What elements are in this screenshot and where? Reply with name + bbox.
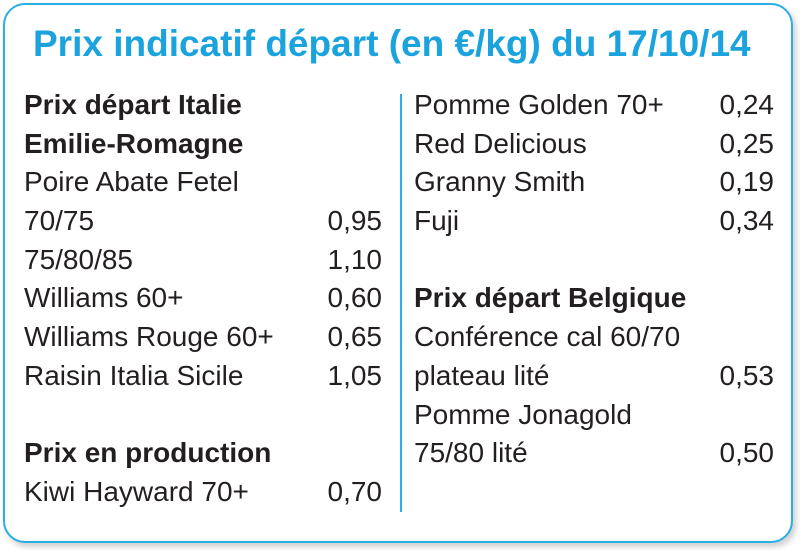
price-row: Pomme Golden 70+ 0,24 <box>414 86 774 125</box>
panel-title: Prix indicatif départ (en €/kg) du 17/10… <box>33 23 751 64</box>
price-value: 0,53 <box>719 359 775 391</box>
price-value: 1,05 <box>327 359 383 391</box>
price-label: 75/80 lité <box>414 437 528 469</box>
price-row: 70/75 0,95 <box>24 202 382 241</box>
price-label: Williams 60+ <box>24 282 184 314</box>
price-row: 75/80/85 1,10 <box>24 241 382 280</box>
section-heading-production: Prix en production <box>24 437 272 469</box>
price-value: 0,95 <box>327 205 383 237</box>
price-label: Kiwi Hayward 70+ <box>24 475 249 507</box>
price-row: plateau lité 0,53 <box>414 357 774 396</box>
product-label-poire: Poire Abate Fetel <box>24 166 239 198</box>
price-panel: Prix indicatif départ (en €/kg) du 17/10… <box>3 3 793 543</box>
price-label: Granny Smith <box>414 166 586 198</box>
price-row: Williams 60+ 0,60 <box>24 279 382 318</box>
section-heading-italie: Prix départ Italie <box>24 89 242 120</box>
price-value: 0,24 <box>719 89 775 120</box>
price-value: 0,60 <box>327 282 383 314</box>
price-value: 0,70 <box>327 475 383 507</box>
price-value: 1,10 <box>327 243 383 275</box>
price-row: Granny Smith 0,19 <box>414 163 774 202</box>
price-label: Pomme Golden 70+ <box>414 89 664 120</box>
price-label: Red Delicious <box>414 127 587 159</box>
spacer <box>414 241 774 280</box>
price-value: 0,50 <box>719 437 775 469</box>
price-value: 0,34 <box>719 205 775 237</box>
section-subheading-emilie-romagne: Emilie-Romagne <box>24 127 244 159</box>
left-column: Prix départ Italie Emilie-Romagne Poire … <box>24 86 382 512</box>
price-label: 75/80/85 <box>24 243 133 275</box>
price-value: 0,65 <box>327 321 383 353</box>
product-label-jonagold: Pomme Jonagold <box>414 398 632 430</box>
price-row: Raisin Italia Sicile 1,05 <box>24 357 382 396</box>
right-column: Pomme Golden 70+ 0,24 Red Delicious 0,25… <box>414 86 774 473</box>
price-row: Fuji 0,34 <box>414 202 774 241</box>
price-label: 70/75 <box>24 205 95 237</box>
product-label-conference: Conférence cal 60/70 <box>414 321 681 353</box>
column-divider <box>400 94 402 512</box>
price-value: 0,25 <box>719 127 775 159</box>
spacer <box>24 396 382 435</box>
price-label: Williams Rouge 60+ <box>24 321 274 353</box>
price-row: 75/80 lité 0,50 <box>414 434 774 473</box>
price-label: Fuji <box>414 205 460 237</box>
section-heading-belgique: Prix départ Belgique <box>414 282 687 314</box>
price-value: 0,19 <box>719 166 775 198</box>
price-row: Red Delicious 0,25 <box>414 125 774 164</box>
price-label: plateau lité <box>414 359 550 391</box>
price-row: Williams Rouge 60+ 0,65 <box>24 318 382 357</box>
price-row: Kiwi Hayward 70+ 0,70 <box>24 473 382 512</box>
price-label: Raisin Italia Sicile <box>24 359 244 391</box>
